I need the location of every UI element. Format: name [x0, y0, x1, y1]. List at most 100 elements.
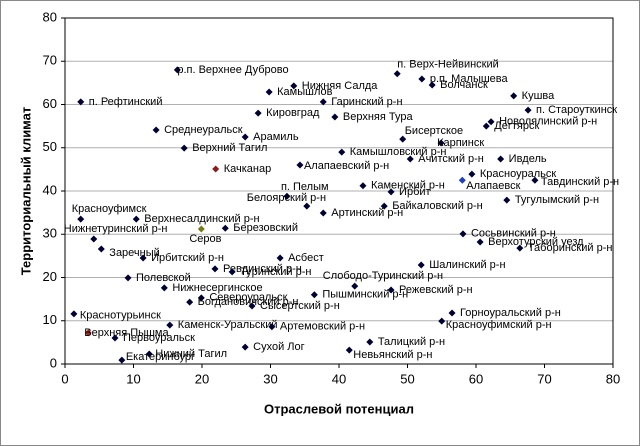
data-point — [437, 139, 445, 147]
point-label: Среднеуральск — [164, 124, 243, 136]
y-tick-label: 50 — [43, 139, 57, 154]
point-label: Первоуральск — [123, 332, 195, 344]
data-point — [118, 356, 126, 364]
point-label: Тугулымский р-н — [515, 194, 599, 206]
point-label: Камышлов — [277, 86, 332, 98]
point-label: Шалинский р-н — [429, 259, 505, 271]
point-label: Тавдинский р-н — [541, 176, 619, 188]
data-point — [438, 317, 446, 325]
data-point — [241, 133, 249, 141]
data-point — [510, 92, 518, 100]
point-label: Ачитский р-н — [418, 153, 484, 165]
point-label: Сухой Лог — [253, 341, 305, 353]
data-point — [166, 321, 174, 329]
x-tick-label: 0 — [61, 371, 68, 386]
point-label: Верхнесалдинский р-н — [144, 213, 259, 225]
data-point — [482, 122, 490, 130]
point-label: п. Рефтинский — [89, 96, 163, 108]
point-label: Нижнесергинское — [172, 282, 262, 294]
data-point — [180, 144, 188, 152]
point-label: Дегтярск — [494, 120, 539, 132]
point-label: Талицкий р-н — [378, 336, 445, 348]
point-label: Нижняя Салда — [302, 80, 379, 92]
data-point — [497, 155, 505, 163]
point-label: Каменский р-н — [371, 180, 445, 192]
data-point — [380, 202, 388, 210]
y-tick-label: 40 — [43, 182, 57, 197]
data-point — [319, 98, 327, 106]
point-label: Качканар — [224, 163, 272, 175]
point-label: Сосьвинский р-н — [471, 228, 556, 240]
data-point — [212, 165, 220, 173]
data-point — [418, 75, 426, 83]
data-point — [516, 244, 524, 252]
point-label: Североуральск — [209, 292, 287, 304]
y-tick-label: 30 — [43, 226, 57, 241]
data-point — [387, 188, 395, 196]
point-label: Алапаевский р-н — [304, 160, 389, 172]
data-point — [124, 274, 132, 282]
data-point — [428, 81, 436, 89]
point-label: Артинский р-н — [331, 207, 403, 219]
point-label: Новолялинский р-н — [499, 116, 597, 128]
point-label: Ивдель — [509, 153, 547, 165]
data-point — [197, 225, 205, 233]
point-label: Ревдинский р-н — [223, 263, 302, 275]
point-label: Белоярский р-н — [247, 192, 326, 204]
data-point — [173, 66, 181, 74]
data-point — [139, 254, 147, 262]
data-point — [458, 176, 466, 184]
data-point — [152, 126, 160, 134]
data-point — [366, 338, 374, 346]
data-point — [186, 298, 194, 306]
data-point — [406, 155, 414, 163]
point-label: Березовский — [233, 222, 298, 234]
point-label: п. Верх-Нейвинский — [397, 59, 499, 71]
point-label: Горноуральский р-н — [460, 307, 561, 319]
point-label: р.п. Верхнее Дуброво — [177, 64, 288, 76]
point-label: Камышловский р-н — [350, 146, 447, 158]
point-label: Краснотурьинск — [80, 310, 161, 322]
point-label: Полевской — [136, 272, 191, 284]
data-point — [268, 323, 276, 331]
point-label: Карпинск — [437, 137, 484, 149]
x-tick-label: 40 — [332, 371, 346, 386]
point-label: Нижнетуринский р-н — [64, 223, 168, 235]
y-tick-label: 10 — [43, 312, 57, 327]
point-label: Ирбит — [399, 186, 431, 198]
data-point — [97, 245, 105, 253]
data-point — [77, 98, 85, 106]
data-point — [448, 309, 456, 317]
point-label: Нижний Тагил — [155, 348, 227, 360]
point-label: Гаринский р-н — [331, 96, 402, 108]
point-label: Кировград — [266, 107, 320, 119]
data-point — [331, 113, 339, 121]
data-point — [345, 346, 353, 354]
data-point — [399, 135, 407, 143]
data-point — [503, 196, 511, 204]
point-label: Верхняя Тура — [343, 111, 414, 123]
data-point — [338, 148, 346, 156]
point-label: Красноуральск — [480, 168, 556, 180]
point-label: Бисертское — [405, 125, 463, 137]
data-point — [393, 70, 401, 78]
data-point — [160, 284, 168, 292]
y-tick-label: 0 — [50, 355, 57, 370]
data-point — [283, 192, 291, 200]
point-label: Заречный — [109, 247, 159, 259]
point-label: Богдановичский р-н — [198, 296, 299, 308]
x-tick-label: 80 — [606, 371, 620, 386]
point-label: Асбест — [288, 252, 324, 264]
point-label: Серов — [189, 233, 221, 245]
point-label: Режевский р-н — [399, 284, 473, 296]
point-label: Красноуфимский р-н — [446, 319, 552, 331]
x-tick-label: 20 — [195, 371, 209, 386]
data-point — [359, 182, 367, 190]
point-label: Волчанск — [440, 79, 488, 91]
point-label: р.п. Малышева — [430, 73, 509, 85]
point-label: п. Староуткинск — [536, 104, 617, 116]
point-label: Верхотурский уезд — [488, 236, 584, 248]
point-label: Екатеринбург — [126, 351, 195, 363]
